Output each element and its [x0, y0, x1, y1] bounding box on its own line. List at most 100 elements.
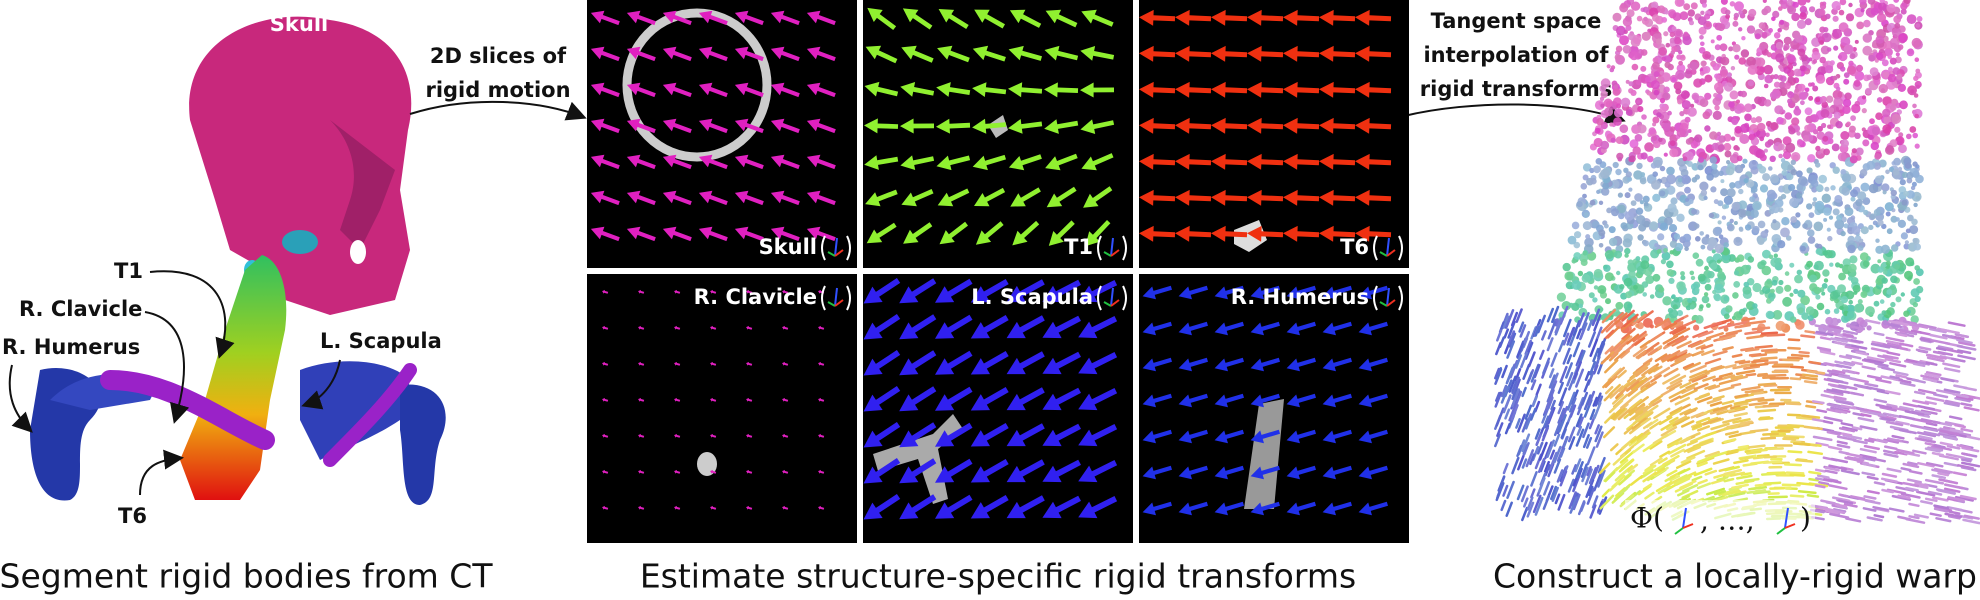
- point: [1800, 100, 1805, 106]
- point: [1785, 142, 1796, 153]
- streak: [1908, 515, 1920, 520]
- streak: [1669, 374, 1687, 385]
- point: [1640, 260, 1650, 270]
- point: [1704, 92, 1712, 100]
- point: [1603, 264, 1611, 272]
- point: [1806, 260, 1813, 268]
- streak: [1697, 425, 1711, 432]
- streak: [1941, 328, 1960, 335]
- point: [1862, 260, 1870, 268]
- point: [1641, 31, 1651, 41]
- point: [1732, 292, 1739, 299]
- point: [1866, 74, 1873, 81]
- motion-arrow: [899, 386, 937, 412]
- motion-arrow: [935, 278, 973, 303]
- flow-arrow: [409, 100, 587, 121]
- motion-arrow: [1042, 459, 1081, 483]
- point: [1815, 248, 1823, 255]
- point: [1871, 126, 1881, 136]
- point: [1714, 243, 1725, 254]
- streak: [1662, 373, 1681, 385]
- motion-arrow: [1322, 285, 1352, 300]
- streak: [1668, 388, 1687, 399]
- point: [1619, 3, 1629, 13]
- point: [1706, 173, 1714, 181]
- point: [1846, 121, 1851, 127]
- streak: [1530, 326, 1538, 340]
- streak: [1535, 383, 1542, 396]
- point: [1885, 211, 1891, 217]
- streak: [1611, 366, 1626, 380]
- streak: [1918, 346, 1932, 351]
- axis-glyph: [1386, 249, 1396, 257]
- streak: [1944, 399, 1961, 405]
- streak: [1902, 462, 1920, 469]
- streak: [1837, 499, 1854, 505]
- point: [1615, 136, 1624, 144]
- point: [1818, 174, 1827, 184]
- motion-arrow: [1078, 352, 1118, 375]
- axis-glyph: [1379, 301, 1388, 307]
- streak: [1559, 365, 1568, 384]
- point: [1836, 86, 1841, 92]
- streak: [1728, 433, 1742, 439]
- streak: [1745, 320, 1767, 325]
- point: [1796, 269, 1803, 275]
- point: [1730, 136, 1736, 141]
- motion-arrow: [1250, 321, 1280, 336]
- streak: [1925, 421, 1938, 427]
- motion-arrow: [1078, 460, 1118, 483]
- streak: [1838, 427, 1856, 433]
- point: [1849, 155, 1858, 164]
- streak: [1806, 493, 1820, 498]
- streak: [1730, 321, 1748, 327]
- streak: [1927, 353, 1947, 360]
- point: [1680, 271, 1685, 276]
- point: [1906, 171, 1914, 180]
- point: [1742, 285, 1752, 295]
- point: [1652, 156, 1663, 167]
- point: [1797, 139, 1803, 145]
- streak: [1760, 348, 1778, 352]
- motion-arrow: [710, 397, 717, 402]
- t1-label: T1: [114, 259, 143, 283]
- streak: [1751, 326, 1771, 331]
- streak: [1960, 402, 1973, 407]
- point: [1899, 179, 1906, 186]
- axis-glyph: [1110, 237, 1114, 257]
- streak: [1702, 417, 1722, 426]
- streak: [1611, 387, 1622, 397]
- point: [1783, 43, 1790, 50]
- streak: [1642, 347, 1654, 357]
- point: [1720, 56, 1730, 66]
- point: [1912, 161, 1918, 167]
- streak: [1928, 327, 1947, 334]
- point: [1695, 258, 1704, 267]
- streak: [1506, 366, 1515, 383]
- streak: [1571, 464, 1577, 475]
- point: [1685, 138, 1693, 145]
- arrow-text: rigid motion: [425, 78, 570, 102]
- streak: [1652, 433, 1669, 445]
- streak: [1557, 381, 1564, 394]
- point: [1626, 9, 1635, 18]
- streak: [1569, 496, 1578, 514]
- point: [1693, 324, 1700, 331]
- point: [1844, 92, 1852, 100]
- axis-glyph: [1379, 251, 1388, 257]
- streak: [1734, 405, 1748, 411]
- streak: [1757, 408, 1777, 413]
- point: [1752, 225, 1760, 234]
- point: [1644, 76, 1651, 83]
- slice-panel: [587, 0, 857, 268]
- point: [1664, 181, 1671, 188]
- streak: [1602, 378, 1613, 389]
- streak: [1695, 344, 1706, 350]
- point: [1709, 131, 1718, 140]
- point: [1770, 257, 1781, 268]
- motion-arrow: [937, 188, 970, 207]
- point: [1775, 53, 1785, 63]
- point: [1772, 219, 1777, 224]
- motion-arrow: [1247, 117, 1284, 134]
- motion-arrow: [1175, 117, 1212, 134]
